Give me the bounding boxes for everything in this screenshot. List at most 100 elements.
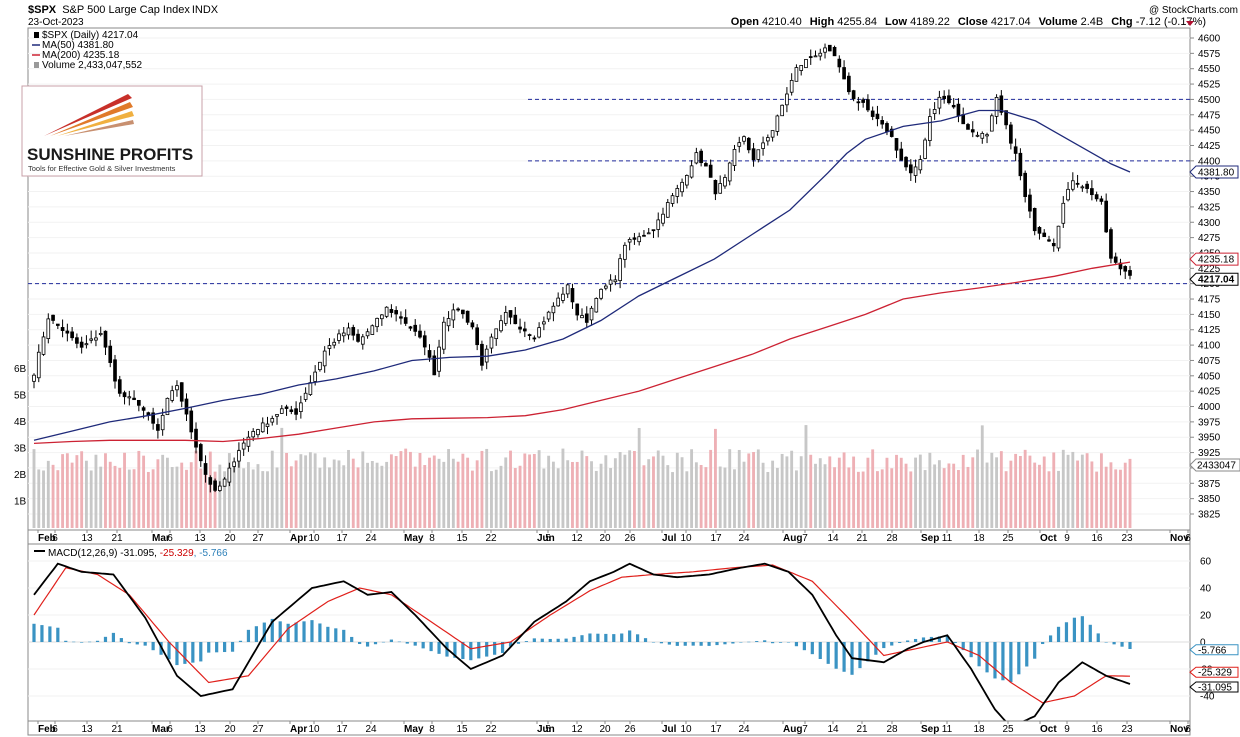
- price-tick-label: 4225: [1198, 264, 1221, 275]
- candle-down: [999, 95, 1004, 113]
- down-arrow-icon: [1186, 21, 1194, 26]
- legend-entry: MA(200) 4235.18: [42, 50, 120, 61]
- macd-histogram-bar: [556, 638, 560, 642]
- candle-up: [542, 321, 546, 325]
- candle-up: [318, 361, 322, 371]
- volume-bar: [571, 461, 574, 528]
- volume-bar: [280, 427, 284, 528]
- candle-down: [203, 463, 208, 475]
- candle-down: [141, 407, 146, 411]
- macd-histogram-bar: [103, 636, 108, 642]
- candle-up: [446, 318, 451, 327]
- volume-bar: [756, 449, 760, 528]
- candle-down: [1109, 229, 1113, 259]
- price-tag-label: 4217.04: [1198, 275, 1235, 286]
- volume-tick-label: 1B: [14, 497, 27, 508]
- volume-bar: [485, 448, 489, 528]
- volume-bar: [728, 449, 732, 528]
- macd-histogram-bar: [993, 642, 997, 679]
- candle-up: [170, 390, 175, 401]
- volume-bar: [904, 463, 908, 528]
- volume-bar: [952, 463, 956, 528]
- candle-down: [642, 234, 646, 237]
- volume-bar: [518, 465, 522, 528]
- macd-histogram-bar: [937, 636, 941, 642]
- price-tick-label: 4450: [1198, 126, 1221, 137]
- volume-bar: [385, 461, 389, 528]
- candle-up: [265, 423, 270, 428]
- price-tick-label: 4475: [1198, 110, 1221, 121]
- macd-histogram-bar: [365, 642, 370, 647]
- macd-histogram-bar: [87, 641, 92, 643]
- candle-up: [727, 162, 732, 182]
- macd-histogram-bar: [500, 642, 505, 653]
- candle-down: [1032, 208, 1037, 232]
- date-tick-label: 26: [624, 533, 636, 544]
- macd-histogram-bar: [429, 642, 433, 652]
- macd-histogram-bar: [199, 642, 203, 662]
- volume-bar: [680, 457, 684, 528]
- candle-up: [818, 52, 823, 57]
- candle-down: [470, 322, 475, 328]
- candle-down: [60, 327, 65, 331]
- volume-bar: [909, 471, 913, 528]
- candle-down: [1004, 110, 1008, 126]
- price-tick-label: 4275: [1198, 233, 1221, 244]
- candle-down: [1009, 124, 1013, 144]
- candle-down: [408, 326, 413, 329]
- volume-bar: [237, 449, 241, 528]
- volume-bar: [423, 465, 427, 528]
- macd-histogram-bar: [477, 642, 481, 659]
- candle-up: [975, 134, 980, 137]
- macd-histogram-bar: [485, 642, 489, 657]
- volume-bar: [366, 462, 369, 528]
- date-tick-label: Mar: [152, 533, 170, 544]
- volume-bar: [1009, 460, 1013, 528]
- candle-up: [780, 104, 784, 117]
- candle-down: [827, 44, 832, 52]
- date-tick-label: 17: [710, 724, 722, 735]
- date-tick-label: 22: [485, 724, 497, 735]
- macd-histogram-bar: [421, 642, 425, 649]
- volume-bar: [1119, 469, 1122, 528]
- candle-up: [675, 188, 680, 197]
- candle-up: [565, 284, 570, 295]
- candle-up: [742, 136, 746, 142]
- volume-bar: [470, 470, 474, 528]
- volume-bar: [661, 455, 665, 528]
- ohlc-row: Open 4210.40 High 4255.84 Low 4189.22 Close…: [731, 16, 1206, 28]
- volume-bar: [1066, 454, 1070, 528]
- candle-down: [956, 103, 961, 117]
- date-tick-label: May: [404, 724, 424, 735]
- macd-histogram-bar: [397, 641, 401, 643]
- candle-down: [513, 314, 518, 325]
- macd-histogram-bar: [548, 638, 552, 642]
- macd-histogram-bar: [906, 640, 910, 642]
- price-tick-label: 4400: [1198, 156, 1221, 167]
- macd-histogram-bar: [858, 642, 862, 669]
- volume-bar: [652, 456, 655, 528]
- candle-down: [70, 331, 74, 339]
- candle-up: [279, 408, 284, 414]
- macd-line: [33, 562, 1131, 729]
- date-tick-label: May: [404, 533, 424, 544]
- volume-bar: [261, 471, 265, 528]
- volume-bar: [842, 452, 846, 528]
- candle-up: [84, 343, 89, 346]
- volume-bar: [337, 460, 341, 528]
- date-tick-label: Feb: [38, 533, 56, 544]
- volume-bar: [504, 457, 508, 528]
- volume-bar: [880, 469, 884, 528]
- volume-bar: [89, 470, 93, 528]
- volume-bar: [113, 465, 117, 528]
- candle-down: [847, 75, 851, 93]
- ohlc-value: 4210.40: [762, 16, 802, 28]
- candle-up: [380, 314, 384, 320]
- volume-bar: [242, 468, 246, 528]
- candle-up: [813, 55, 818, 58]
- candle-down: [1099, 198, 1104, 202]
- volume-bar: [84, 460, 88, 528]
- candle-down: [889, 128, 894, 137]
- candle-down: [970, 129, 975, 133]
